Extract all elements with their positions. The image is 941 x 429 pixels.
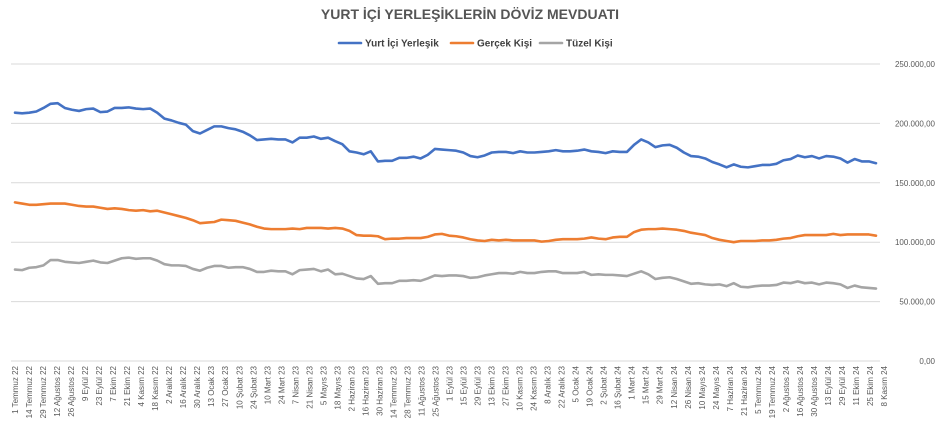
chart-legend: Yurt İçi Yerleşik Gerçek Kişi Tüzel Kişi: [337, 37, 613, 50]
legend-label: Yurt İçi Yerleşik: [365, 37, 439, 50]
x-tick-label: 21 Haziran 24: [740, 365, 749, 415]
x-tick-label: 11 Ekim 24: [852, 365, 861, 405]
x-tick-label: 16 Ağustos 24: [796, 365, 805, 416]
x-tick-label: 7 Haziran 24: [726, 365, 735, 411]
x-tick-label: 10 Mayıs 24: [698, 365, 707, 409]
x-tick-label: 2 Aralık 22: [165, 365, 174, 403]
legend-label: Tüzel Kişi: [566, 39, 613, 50]
x-tick-label: 27 Ocak 23: [221, 365, 230, 406]
x-tick-label: 12 Ağustos 22: [53, 365, 62, 416]
x-tick-label: 28 Temmuz 23: [403, 365, 412, 418]
x-tick-label: 11 Ağustos 23: [417, 365, 426, 416]
x-tick-label: 1 Temmuz 22: [11, 365, 20, 413]
x-tick-label: 15 Mart 24: [642, 365, 651, 404]
x-tick-label: 12 Nisan 24: [670, 365, 679, 408]
x-tick-label: 13 Eylül 24: [824, 365, 833, 405]
x-axis-tick-labels: 1 Temmuz 22 14 Temmuz 22 29 Temmuz 22 12 Ağ…: [11, 365, 889, 418]
x-tick-label: 1 Mart 24: [628, 365, 637, 399]
x-tick-label: 1 Eylül 23: [446, 365, 455, 401]
x-tick-label: 30 Ağustos 24: [810, 365, 819, 416]
series-line-1: [13, 201, 878, 244]
x-tick-label: 24 Mayıs 24: [712, 365, 721, 409]
x-tick-label: 7 Ekim 22: [109, 365, 118, 401]
x-tick-label: 19 Ocak 24: [586, 365, 595, 406]
x-tick-label: 8 Aralık 23: [544, 365, 553, 403]
x-tick-label: 18 Kasım 22: [151, 365, 160, 410]
x-tick-label: 7 Nisan 23: [291, 365, 300, 404]
y-tick-label: 150.000,00: [895, 179, 936, 188]
y-tick-label: 200.000,00: [895, 119, 936, 128]
x-tick-label: 13 Ekim 23: [488, 365, 497, 406]
x-tick-label: 29 Eylül 23: [474, 365, 483, 405]
chart-title: YURT İÇİ YERLEŞİKLERİN DÖVİZ MEVDUATI: [321, 6, 619, 22]
x-tick-label: 30 Haziran 23: [375, 365, 384, 415]
x-tick-label: 4 Kasım 22: [137, 365, 146, 406]
x-tick-label: 5 Mayıs 23: [319, 365, 328, 405]
x-tick-label: 26 Ağustos 22: [67, 365, 76, 416]
x-tick-label: 2 Ağustos 24: [782, 365, 791, 412]
x-tick-label: 9 Eylül 22: [81, 365, 90, 401]
x-tick-label: 25 Ekim 24: [866, 365, 875, 406]
y-axis-tick-labels: 0,00 50.000,00 100.000,00 150.000,00 200.000…: [895, 60, 936, 366]
series-line-2: [13, 256, 878, 290]
x-tick-label: 5 Temmuz 24: [754, 365, 763, 413]
legend-label: Gerçek Kişi: [477, 39, 532, 50]
x-tick-label: 10 Mart 23: [263, 365, 272, 404]
x-tick-label: 23 Eylül 22: [95, 365, 104, 405]
gridlines: [11, 63, 880, 362]
x-tick-label: 29 Mart 24: [656, 365, 665, 404]
x-tick-label: 21 Nisan 23: [305, 365, 314, 408]
x-tick-label: 8 Kasım 24: [880, 365, 889, 406]
x-tick-label: 14 Temmuz 22: [25, 365, 34, 418]
x-tick-label: 18 Mayıs 23: [333, 365, 342, 409]
x-tick-label: 15 Eylül 23: [460, 365, 469, 405]
x-tick-label: 13 Ocak 23: [207, 365, 216, 406]
y-tick-label: 250.000,00: [895, 60, 936, 69]
x-tick-label: 26 Nisan 24: [684, 365, 693, 408]
x-tick-label: 29 Temmuz 22: [39, 365, 48, 418]
x-tick-label: 21 Ekim 22: [123, 365, 132, 406]
y-tick-label: 50.000,00: [899, 298, 935, 307]
x-tick-label: 2 Haziran 23: [347, 365, 356, 411]
x-tick-label: 16 Haziran 23: [361, 365, 370, 415]
data-series: [13, 101, 878, 290]
x-tick-label: 22 Aralık 23: [558, 365, 567, 408]
x-tick-label: 16 Aralık 22: [179, 365, 188, 408]
x-tick-label: 25 Ağustos 23: [431, 365, 440, 416]
x-tick-label: 5 Ocak 24: [572, 365, 581, 402]
x-tick-label: 29 Eylül 24: [838, 365, 847, 405]
x-tick-label: 2 Şubat 24: [600, 365, 609, 404]
x-tick-label: 16 Şubat 24: [614, 365, 623, 409]
y-tick-label: 100.000,00: [895, 238, 936, 247]
x-tick-label: 14 Temmuz 23: [389, 365, 398, 418]
x-tick-label: 30 Aralık 22: [193, 365, 202, 408]
x-tick-label: 10 Şubat 23: [235, 365, 244, 409]
x-tick-label: 10 Kasım 23: [516, 365, 525, 410]
x-tick-label: 27 Ekim 23: [502, 365, 511, 406]
series-line-0: [13, 101, 878, 169]
x-tick-label: 19 Temmuz 24: [768, 365, 777, 418]
x-tick-label: 24 Şubat 23: [249, 365, 258, 409]
y-tick-label: 0,00: [919, 357, 935, 366]
x-tick-label: 24 Mart 23: [277, 365, 286, 404]
x-tick-label: 24 Kasım 23: [530, 365, 539, 410]
